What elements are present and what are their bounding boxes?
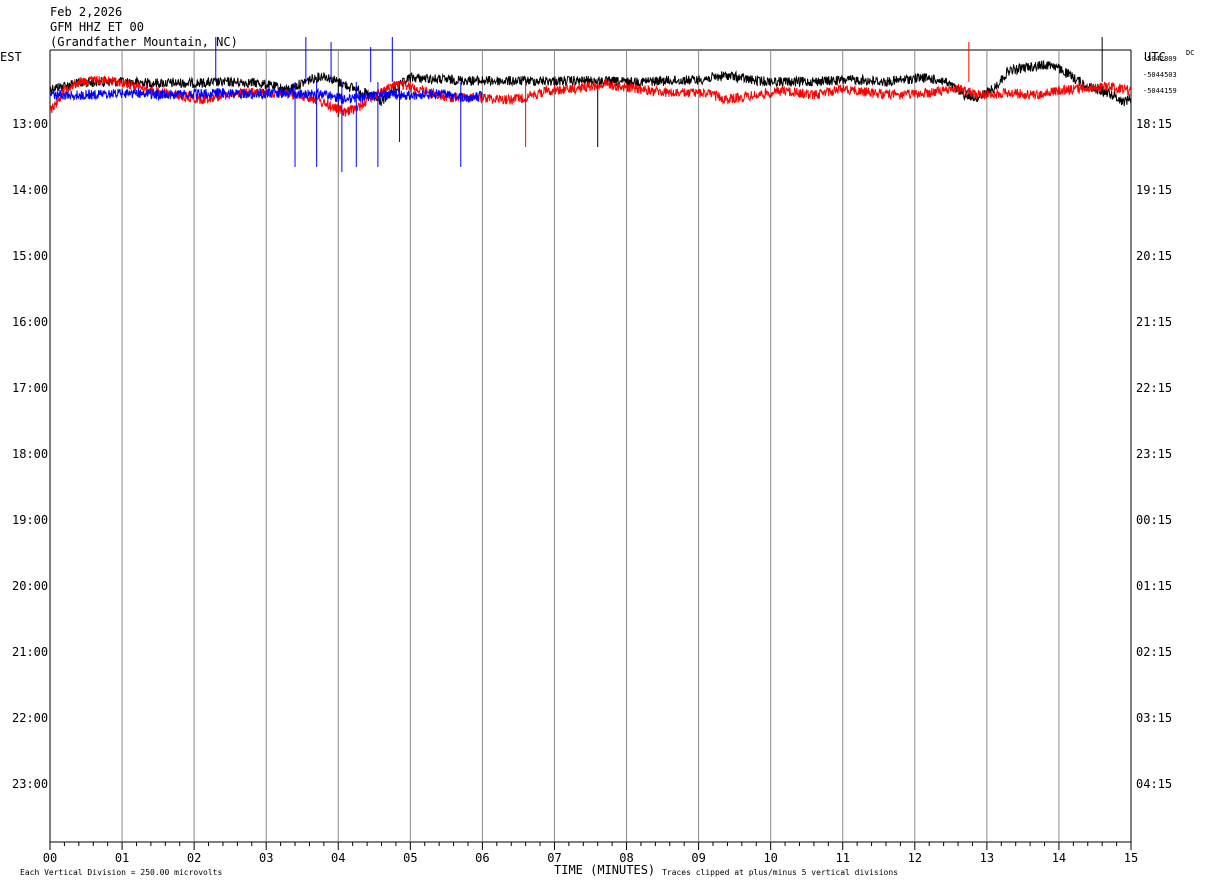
x-tick-label: 06 bbox=[475, 851, 489, 865]
row-label-est: 18:00 bbox=[12, 447, 48, 461]
dc-offset-value: -5044503 bbox=[1143, 71, 1177, 79]
x-tick-label: 03 bbox=[259, 851, 273, 865]
x-tick-label: 13 bbox=[980, 851, 994, 865]
dc-offset-group: -5042809 -5044503 -5044159 bbox=[1143, 55, 1177, 95]
x-tick-label: 00 bbox=[43, 851, 57, 865]
dc-label: DC bbox=[1186, 49, 1194, 57]
row-label-est: 13:00 bbox=[12, 117, 48, 131]
clip-note: Traces clipped at plus/minus 5 vertical … bbox=[662, 868, 898, 877]
row-label-est: 22:00 bbox=[12, 711, 48, 725]
station-location: (Grandfather Mountain, NC) bbox=[50, 35, 238, 49]
x-tick-label: 12 bbox=[908, 851, 922, 865]
x-tick-label: 15 bbox=[1124, 851, 1138, 865]
row-label-utc: 03:15 bbox=[1136, 711, 1172, 725]
x-axis-ticks: 00 01 02 03 04 05 06 07 08 09 10 11 12 13 14 15 bbox=[43, 842, 1138, 865]
row-label-est: 16:00 bbox=[12, 315, 48, 329]
x-tick-label: 02 bbox=[187, 851, 201, 865]
scale-note: Each Vertical Division = 250.00 microvol… bbox=[20, 868, 222, 877]
row-label-utc: 02:15 bbox=[1136, 645, 1172, 659]
dc-offset-value: -5042809 bbox=[1143, 55, 1177, 63]
grid-lines bbox=[121, 50, 1060, 842]
x-tick-label: 04 bbox=[331, 851, 345, 865]
row-label-utc: 18:15 bbox=[1136, 117, 1172, 131]
dc-offset-value: -5044159 bbox=[1143, 87, 1177, 95]
row-label-utc: 01:15 bbox=[1136, 579, 1172, 593]
x-tick-label: 01 bbox=[115, 851, 129, 865]
row-label-est: 23:00 bbox=[12, 777, 48, 791]
row-label-utc: 04:15 bbox=[1136, 777, 1172, 791]
x-tick-label: 08 bbox=[619, 851, 633, 865]
row-label-utc: 00:15 bbox=[1136, 513, 1172, 527]
row-label-est: 15:00 bbox=[12, 249, 48, 263]
seismic-traces bbox=[49, 37, 1132, 172]
x-tick-label: 07 bbox=[547, 851, 561, 865]
row-label-est: 20:00 bbox=[12, 579, 48, 593]
x-tick-label: 10 bbox=[763, 851, 777, 865]
row-label-utc: 21:15 bbox=[1136, 315, 1172, 329]
row-label-est: 19:00 bbox=[12, 513, 48, 527]
left-timezone-label: EST bbox=[0, 50, 22, 64]
row-label-utc: 20:15 bbox=[1136, 249, 1172, 263]
row-label-est: 17:00 bbox=[12, 381, 48, 395]
row-labels: 13:00 14:00 15:00 16:00 17:00 18:00 19:00 20:00… bbox=[12, 117, 1172, 791]
x-tick-label: 09 bbox=[691, 851, 705, 865]
row-label-utc: 23:15 bbox=[1136, 447, 1172, 461]
chart-title: GFM HHZ ET 00 bbox=[50, 20, 144, 34]
row-label-est: 14:00 bbox=[12, 183, 48, 197]
x-tick-label: 14 bbox=[1052, 851, 1066, 865]
trace-line bbox=[49, 87, 483, 105]
x-tick-label: 05 bbox=[403, 851, 417, 865]
row-label-utc: 19:15 bbox=[1136, 183, 1172, 197]
row-label-est: 21:00 bbox=[12, 645, 48, 659]
right-timezone-label: UTC bbox=[1144, 50, 1166, 64]
row-label-utc: 22:15 bbox=[1136, 381, 1172, 395]
chart-date: Feb 2,2026 bbox=[50, 5, 122, 19]
x-tick-label: 11 bbox=[836, 851, 850, 865]
x-axis-title: TIME (MINUTES) bbox=[554, 863, 655, 877]
